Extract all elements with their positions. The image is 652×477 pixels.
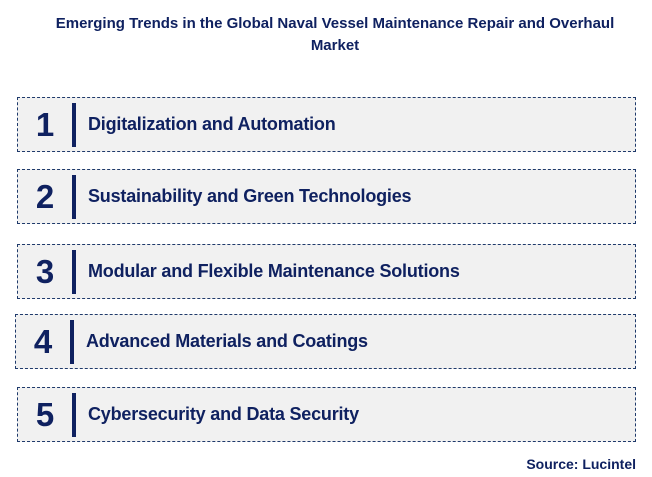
trend-number: 1 <box>35 105 55 143</box>
trend-number: 5 <box>35 395 55 433</box>
divider-bar <box>70 319 74 364</box>
trend-label: Cybersecurity and Data Security <box>88 404 359 424</box>
trend-number: 2 <box>35 177 55 215</box>
trend-number: 3 <box>35 252 55 290</box>
trend-label: Digitalization and Automation <box>88 114 336 134</box>
diagram-title: Emerging Trends in the Global Naval Vess… <box>55 15 615 54</box>
divider-bar <box>72 392 76 437</box>
trend-item-3: 3 Modular and Flexible Maintenance Solut… <box>17 244 636 299</box>
trend-item-4: 4 Advanced Materials and Coatings <box>15 314 636 369</box>
trend-item-5: 5 Cybersecurity and Data Security <box>17 387 636 442</box>
trend-label: Modular and Flexible Maintenance Solutio… <box>88 261 460 281</box>
trend-item-2: 2 Sustainability and Green Technologies <box>17 169 636 224</box>
divider-bar <box>72 174 76 219</box>
divider-bar <box>72 102 76 147</box>
trend-label: Advanced Materials and Coatings <box>86 331 368 351</box>
source-credit: Source: Lucintel <box>526 456 636 472</box>
trend-label: Sustainability and Green Technologies <box>88 186 412 206</box>
trend-number: 4 <box>33 322 53 360</box>
divider-bar <box>72 249 76 294</box>
trend-item-1: 1 Digitalization and Automation <box>17 97 636 152</box>
